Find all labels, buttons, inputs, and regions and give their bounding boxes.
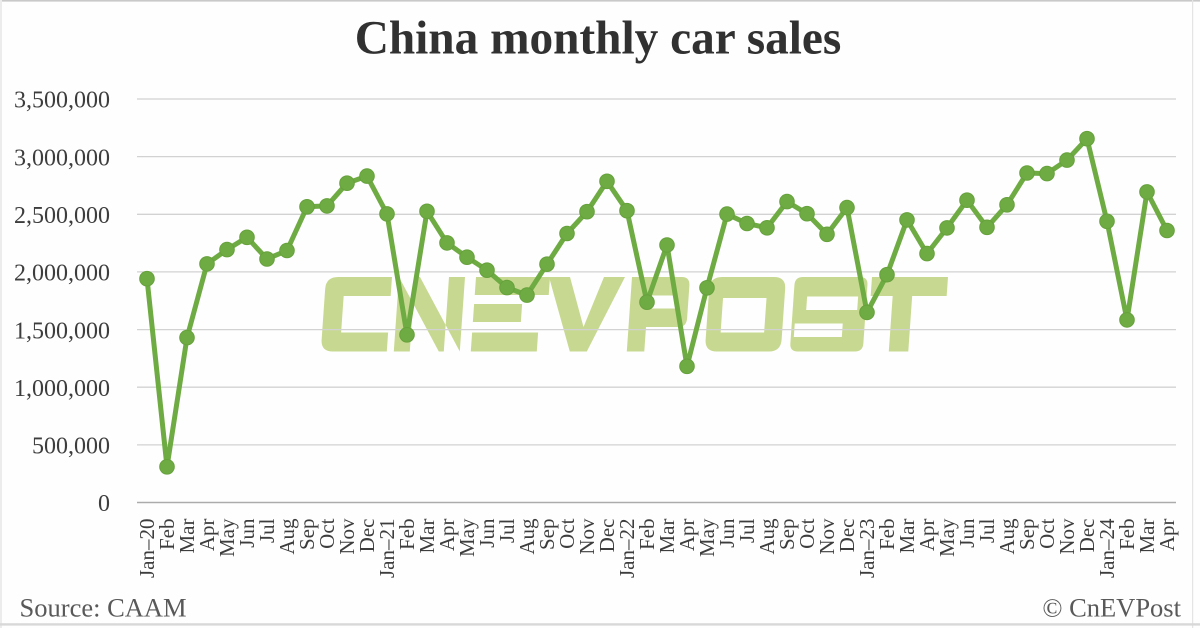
svg-text:Sep: Sep: [535, 519, 559, 551]
svg-text:Apr: Apr: [915, 519, 939, 552]
svg-text:Mar: Mar: [175, 519, 199, 554]
svg-text:2,000,000: 2,000,000: [14, 261, 110, 287]
svg-text:Aug: Aug: [275, 518, 299, 555]
svg-text:0: 0: [98, 491, 110, 517]
svg-text:Nov: Nov: [575, 518, 599, 555]
svg-text:Jun: Jun: [955, 518, 979, 548]
svg-text:China monthly car sales: China monthly car sales: [355, 13, 842, 65]
svg-text:May: May: [455, 518, 479, 557]
svg-text:Aug: Aug: [515, 518, 539, 555]
svg-text:Jul: Jul: [975, 518, 999, 543]
svg-text:1,000,000: 1,000,000: [14, 376, 110, 402]
svg-text:Jan–23: Jan–23: [855, 519, 879, 579]
svg-text:Mar: Mar: [415, 519, 439, 554]
svg-text:Nov: Nov: [335, 518, 359, 555]
svg-text:Aug: Aug: [755, 518, 779, 555]
svg-text:Aug: Aug: [995, 518, 1019, 555]
svg-text:© CnEVPost: © CnEVPost: [1042, 593, 1181, 623]
svg-text:Jul: Jul: [735, 518, 759, 543]
svg-text:Apr: Apr: [675, 519, 699, 552]
svg-text:Jun: Jun: [715, 518, 739, 548]
svg-text:500,000: 500,000: [32, 434, 110, 460]
svg-text:Oct: Oct: [315, 518, 339, 548]
svg-text:Apr: Apr: [1155, 519, 1179, 552]
svg-text:Mar: Mar: [1135, 519, 1159, 554]
svg-text:Mar: Mar: [895, 519, 919, 554]
svg-text:Dec: Dec: [1075, 519, 1099, 553]
svg-text:1,500,000: 1,500,000: [14, 318, 110, 344]
svg-text:Jan–24: Jan–24: [1095, 518, 1119, 578]
svg-text:Nov: Nov: [815, 518, 839, 555]
svg-text:Feb: Feb: [635, 519, 659, 551]
svg-text:Jan–21: Jan–21: [375, 519, 399, 579]
svg-text:Dec: Dec: [835, 519, 859, 553]
svg-text:Oct: Oct: [795, 518, 819, 548]
svg-text:Jun: Jun: [475, 518, 499, 548]
svg-text:Feb: Feb: [875, 519, 899, 551]
svg-text:Sep: Sep: [775, 519, 799, 551]
svg-text:3,000,000: 3,000,000: [14, 145, 110, 171]
svg-text:Feb: Feb: [155, 519, 179, 551]
svg-text:Dec: Dec: [355, 519, 379, 553]
svg-text:Feb: Feb: [395, 519, 419, 551]
svg-text:Jul: Jul: [255, 518, 279, 543]
svg-text:Apr: Apr: [195, 519, 219, 552]
svg-text:Sep: Sep: [1015, 519, 1039, 551]
svg-text:Jan–22: Jan–22: [615, 519, 639, 579]
svg-text:Jan–20: Jan–20: [135, 519, 159, 579]
svg-text:2,500,000: 2,500,000: [14, 203, 110, 229]
svg-text:May: May: [935, 518, 959, 557]
svg-text:Nov: Nov: [1055, 518, 1079, 555]
svg-text:Jun: Jun: [235, 518, 259, 548]
svg-text:Oct: Oct: [555, 518, 579, 548]
svg-text:Feb: Feb: [1115, 519, 1139, 551]
svg-text:Dec: Dec: [595, 519, 619, 553]
svg-text:May: May: [215, 518, 239, 557]
svg-text:Oct: Oct: [1035, 518, 1059, 548]
svg-text:Mar: Mar: [655, 519, 679, 554]
svg-text:May: May: [695, 518, 719, 557]
svg-text:3,500,000: 3,500,000: [14, 88, 110, 114]
svg-text:Source: CAAM: Source: CAAM: [20, 593, 187, 623]
svg-text:Sep: Sep: [295, 519, 319, 551]
svg-text:Apr: Apr: [435, 519, 459, 552]
svg-text:Jul: Jul: [495, 518, 519, 543]
